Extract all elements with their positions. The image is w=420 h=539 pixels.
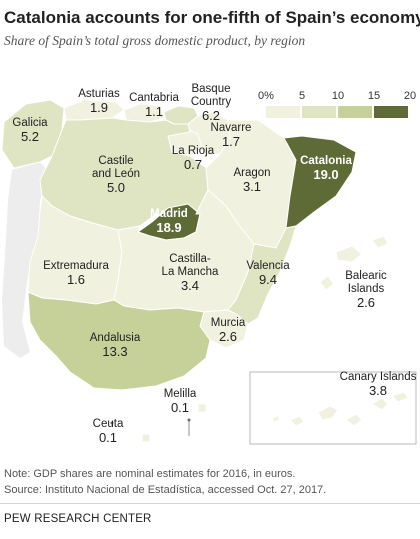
- region-name-castile-and-le-n-2: and León: [92, 168, 140, 180]
- portugal-shape: [2, 162, 52, 358]
- legend-tick-0: 0%: [258, 90, 274, 102]
- divider: [0, 503, 420, 504]
- region-name-ceuta: Ceuta: [93, 418, 124, 430]
- region-name-basque-country-2: Country: [191, 96, 232, 108]
- region-name-castilla-la-mancha-1: Castilla-: [169, 253, 211, 265]
- source: Source: Instituto Nacional de Estadístic…: [4, 484, 327, 496]
- region-label-asturias: Asturias 1.9: [78, 88, 120, 115]
- region-label-cantabria: Cantabria 1.1: [129, 92, 179, 119]
- region-name-murcia: Murcia: [211, 317, 246, 329]
- legend-tick-4: 20: [403, 90, 417, 102]
- region-label-navarre: Navarre 1.7: [211, 122, 252, 149]
- region-shape-catalonia: [283, 135, 357, 229]
- region-shape-canary-islands: [271, 391, 409, 427]
- region-shape-andalusia: [27, 291, 211, 391]
- region-label-castile-and-le-n: Castile and León 5.0: [92, 155, 140, 195]
- region-name-balearic-islands-2: Islands: [348, 283, 385, 295]
- legend-tick-2: 10: [331, 90, 345, 102]
- region-value-catalonia: 19.0: [313, 167, 338, 182]
- region-label-aragon: Aragon 3.1: [233, 167, 270, 194]
- region-value-navarre: 1.7: [222, 134, 240, 149]
- region-label-madrid: Madrid 18.9: [150, 208, 188, 235]
- region-name-cantabria: Cantabria: [129, 92, 179, 104]
- region-name-extremadura: Extremadura: [43, 260, 109, 272]
- region-label-ceuta: Ceuta 0.1: [93, 418, 124, 445]
- region-name-castilla-la-mancha-2: La Mancha: [162, 266, 220, 278]
- region-name-castile-and-le-n-1: Castile: [98, 155, 133, 167]
- region-name-galicia: Galicia: [12, 117, 48, 129]
- region-name-valencia: Valencia: [246, 260, 290, 272]
- region-name-navarre: Navarre: [211, 122, 252, 134]
- canary-inset-frame: [249, 371, 417, 445]
- legend: 0% 5 10 15 20: [258, 90, 418, 120]
- region-shape-balearic-islands: [319, 235, 389, 291]
- region-name-basque-country-1: Basque: [191, 83, 230, 95]
- legend-tick-1: 5: [298, 90, 306, 102]
- region-name-asturias: Asturias: [78, 88, 120, 100]
- region-value-castile-and-le-n: 5.0: [107, 180, 125, 195]
- region-value-murcia: 2.6: [219, 329, 237, 344]
- region-value-la-rioja: 0.7: [184, 157, 202, 172]
- region-name-balearic-islands-1: Balearic: [345, 270, 387, 282]
- note: Note: GDP shares are nominal estimates f…: [4, 468, 296, 480]
- ceuta-dot: [110, 421, 114, 425]
- region-value-basque-country: 6.2: [202, 108, 220, 123]
- region-label-canary-islands: Canary Islands 3.8: [340, 371, 417, 398]
- region-label-extremadura: Extremadura 1.6: [43, 260, 109, 287]
- region-label-balearic-islands: Balearic Islands 2.6: [345, 270, 387, 310]
- region-label-andalusia: Andalusia 13.3: [90, 332, 141, 359]
- region-label-castilla-la-mancha: Castilla-La Mancha 3.4: [162, 253, 220, 293]
- region-value-asturias: 1.9: [90, 100, 108, 115]
- region-value-balearic-islands: 2.6: [357, 295, 375, 310]
- region-value-andalusia: 13.3: [102, 344, 127, 359]
- region-label-murcia: Murcia 2.6: [211, 317, 246, 344]
- region-name-madrid: Madrid: [150, 208, 188, 220]
- region-label-valencia: Valencia 9.4: [246, 260, 290, 287]
- region-value-melilla: 0.1: [171, 400, 189, 415]
- region-value-valencia: 9.4: [259, 272, 277, 287]
- region-value-ceuta: 0.1: [99, 430, 117, 445]
- org-credit: PEW RESEARCH CENTER: [4, 513, 152, 525]
- region-name-andalusia: Andalusia: [90, 332, 141, 344]
- region-value-madrid: 18.9: [156, 220, 181, 235]
- region-name-catalonia: Catalonia: [300, 155, 352, 167]
- region-value-extremadura: 1.6: [67, 272, 85, 287]
- region-label-basque-country: Basque Country 6.2: [191, 83, 232, 123]
- legend-swatch-1: [302, 106, 336, 118]
- region-label-la-rioja: La Rioja 0.7: [172, 145, 215, 172]
- region-label-catalonia: Catalonia 19.0: [300, 155, 352, 182]
- legend-tick-3: 15: [367, 90, 381, 102]
- region-shape-ceuta: [141, 433, 151, 443]
- legend-swatch-3: [374, 106, 408, 118]
- region-name-melilla: Melilla: [164, 388, 197, 400]
- region-label-galicia: Galicia 5.2: [12, 117, 48, 144]
- region-label-melilla: Melilla 0.1: [164, 388, 197, 415]
- region-value-galicia: 5.2: [21, 129, 39, 144]
- legend-swatch-2: [338, 106, 372, 118]
- region-name-canary-islands: Canary Islands: [340, 371, 417, 383]
- region-value-castilla-la-mancha: 3.4: [181, 278, 199, 293]
- chart-title: Catalonia accounts for one-fifth of Spai…: [4, 8, 420, 27]
- legend-swatch-0: [266, 106, 300, 118]
- region-value-canary-islands: 3.8: [369, 383, 387, 398]
- region-shape-melilla: [197, 403, 207, 413]
- chart-subtitle: Share of Spain’s total gross domestic pr…: [4, 33, 306, 48]
- region-value-aragon: 3.1: [243, 179, 261, 194]
- region-name-aragon: Aragon: [233, 167, 270, 179]
- region-value-cantabria: 1.1: [145, 104, 163, 119]
- region-name-la-rioja: La Rioja: [172, 145, 215, 157]
